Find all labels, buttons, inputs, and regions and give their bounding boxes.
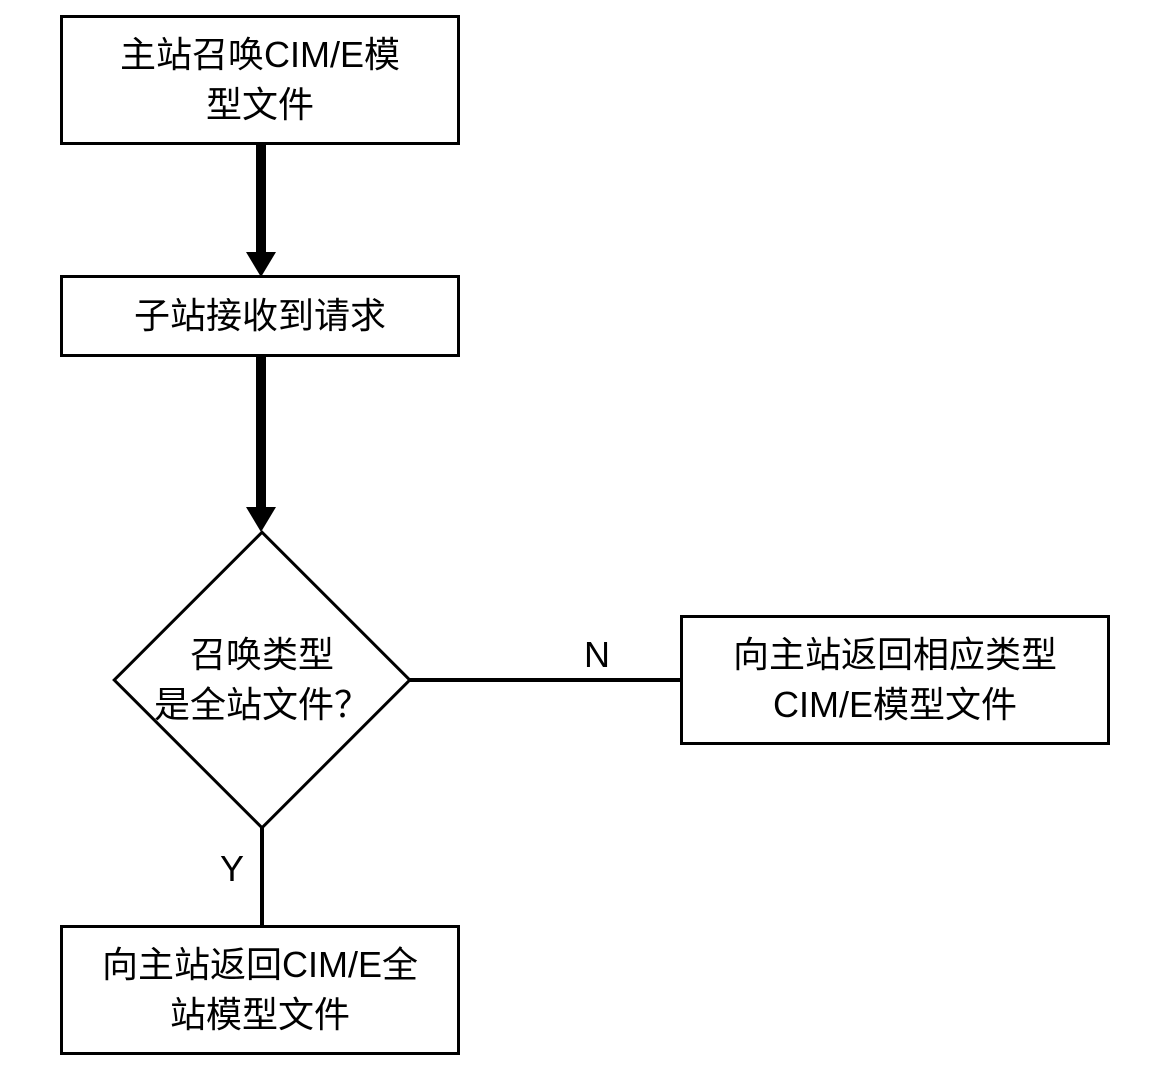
flowchart-node-receive: 子站接收到请求 <box>60 275 460 357</box>
edge-label-y: Y <box>220 848 244 890</box>
arrow-line <box>256 145 266 257</box>
decision-text: 召唤类型是全站文件？ <box>115 630 409 731</box>
arrow-line <box>260 828 264 925</box>
arrow-line <box>256 357 266 512</box>
node-text: 子站接收到请求 <box>134 291 386 341</box>
edge-label-n: N <box>584 634 610 676</box>
flowchart-node-return-full: 向主站返回CIM/E全站模型文件 <box>60 925 460 1055</box>
node-text: 主站召唤CIM/E模型文件 <box>120 30 400 131</box>
flowchart-node-return-type: 向主站返回相应类型CIM/E模型文件 <box>680 615 1110 745</box>
node-text: 向主站返回相应类型CIM/E模型文件 <box>733 630 1057 731</box>
arrow-line <box>410 678 680 682</box>
flowchart-node-start: 主站召唤CIM/E模型文件 <box>60 15 460 145</box>
node-text: 向主站返回CIM/E全站模型文件 <box>102 940 418 1041</box>
arrow-head <box>246 507 276 532</box>
arrow-head <box>246 252 276 277</box>
